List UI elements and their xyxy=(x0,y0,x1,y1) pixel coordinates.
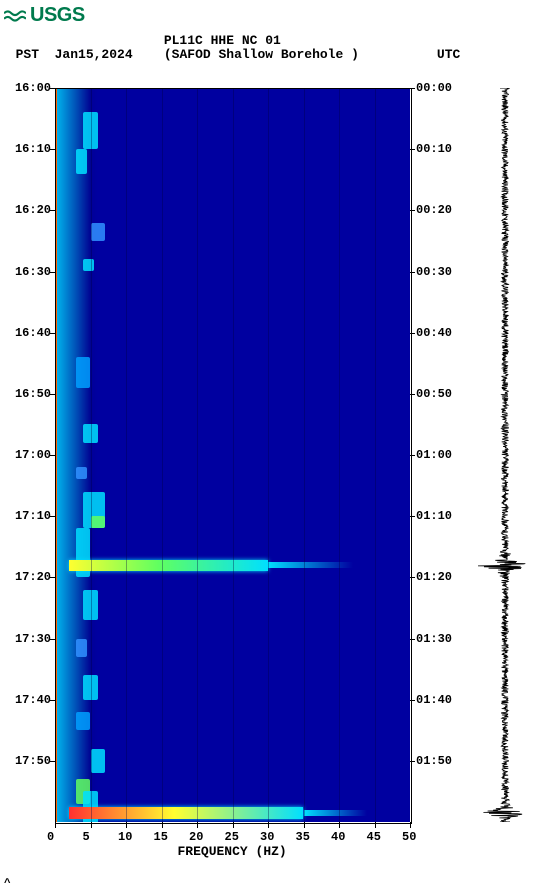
ytick-right: 00:10 xyxy=(416,142,452,156)
ytick-right: 00:50 xyxy=(416,387,452,401)
ytick-left: 17:00 xyxy=(15,448,51,462)
ytick-left: 17:40 xyxy=(15,693,51,707)
ytick-left: 17:20 xyxy=(15,570,51,584)
ytick-left: 17:50 xyxy=(15,754,51,768)
station-id: PL11C HHE NC 01 xyxy=(164,33,281,48)
footer-mark: ^ xyxy=(4,878,11,890)
usgs-wave-icon xyxy=(4,7,26,25)
xtick: 10 xyxy=(118,830,132,844)
date-line: PST Jan15,2024 (SAFOD Shallow Borehole )… xyxy=(0,48,552,62)
date: Jan15,2024 xyxy=(55,47,133,62)
ytick-right: 00:00 xyxy=(416,81,452,95)
xtick: 45 xyxy=(367,830,381,844)
usgs-logo-text: USGS xyxy=(30,4,85,27)
xtick: 40 xyxy=(331,830,345,844)
ytick-left: 16:50 xyxy=(15,387,51,401)
station-line: PL11C HHE NC 01 xyxy=(0,34,552,48)
ytick-left: 17:10 xyxy=(15,509,51,523)
ytick-right: 01:30 xyxy=(416,632,452,646)
xtick: 20 xyxy=(189,830,203,844)
ytick-right: 01:00 xyxy=(416,448,452,462)
ytick-right: 01:40 xyxy=(416,693,452,707)
ytick-right: 01:50 xyxy=(416,754,452,768)
ytick-left: 17:30 xyxy=(15,632,51,646)
ytick-right: 00:30 xyxy=(416,265,452,279)
site-name: (SAFOD Shallow Borehole ) xyxy=(164,47,359,62)
ytick-right: 00:20 xyxy=(416,203,452,217)
ytick-left: 16:20 xyxy=(15,203,51,217)
spectrogram xyxy=(55,88,410,822)
xtick: 5 xyxy=(83,830,90,844)
ytick-left: 16:00 xyxy=(15,81,51,95)
seismic-trace xyxy=(470,88,540,822)
xtick: 0 xyxy=(47,830,54,844)
xtick: 50 xyxy=(402,830,416,844)
xtick: 15 xyxy=(154,830,168,844)
ytick-right: 01:20 xyxy=(416,570,452,584)
ytick-left: 16:10 xyxy=(15,142,51,156)
ytick-left: 16:30 xyxy=(15,265,51,279)
tz-left: PST xyxy=(16,47,39,62)
usgs-logo: USGS xyxy=(4,4,85,27)
xtick: 35 xyxy=(296,830,310,844)
header-block: PL11C HHE NC 01 PST Jan15,2024 (SAFOD Sh… xyxy=(0,34,552,62)
tz-right: UTC xyxy=(437,47,460,62)
x-axis-label: FREQUENCY (HZ) xyxy=(178,844,287,859)
ytick-right: 01:10 xyxy=(416,509,452,523)
ytick-left: 16:40 xyxy=(15,326,51,340)
xtick: 25 xyxy=(225,830,239,844)
xtick: 30 xyxy=(260,830,274,844)
ytick-right: 00:40 xyxy=(416,326,452,340)
